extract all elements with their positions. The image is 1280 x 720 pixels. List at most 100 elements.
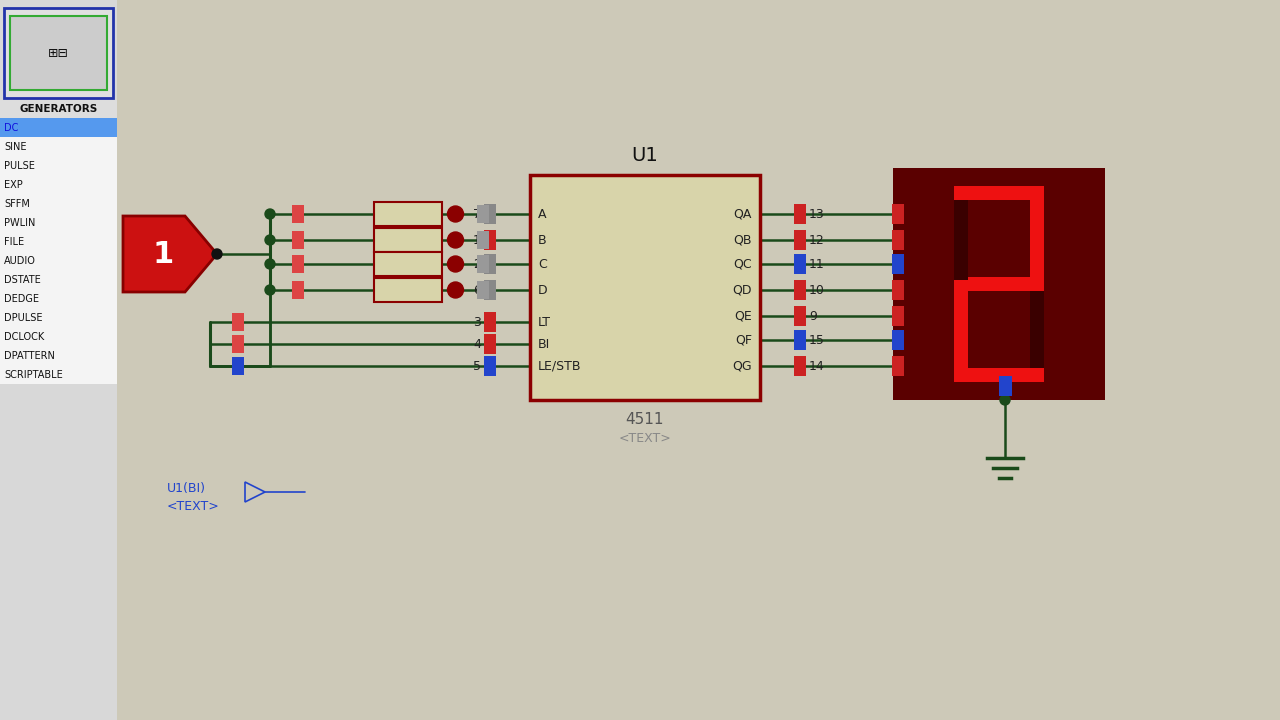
Text: QA: QA <box>733 207 753 220</box>
Text: DCLOCK: DCLOCK <box>4 331 45 341</box>
Text: 4: 4 <box>474 338 481 351</box>
Bar <box>0 251 116 270</box>
Bar <box>232 313 244 331</box>
Bar <box>484 204 497 224</box>
Text: QB: QB <box>733 233 753 246</box>
Bar <box>0 175 116 194</box>
Bar <box>892 330 904 350</box>
Text: 1: 1 <box>152 240 174 269</box>
Bar <box>892 356 904 376</box>
Bar <box>892 230 904 250</box>
Bar <box>0 213 116 232</box>
Text: 11: 11 <box>809 258 824 271</box>
Text: LE/STB: LE/STB <box>538 359 581 372</box>
Text: DPULSE: DPULSE <box>4 312 42 323</box>
Text: QF: QF <box>735 333 753 346</box>
Bar <box>484 334 497 354</box>
Bar <box>292 281 305 299</box>
Text: B: B <box>538 233 547 246</box>
Text: AUDIO: AUDIO <box>4 256 36 266</box>
Bar <box>0 156 116 175</box>
Text: SCRIPTABLE: SCRIPTABLE <box>4 369 63 379</box>
Bar <box>1030 200 1044 280</box>
Circle shape <box>265 235 275 245</box>
Text: SINE: SINE <box>4 142 27 151</box>
Text: 7: 7 <box>474 207 481 220</box>
Bar <box>4 8 113 98</box>
Bar <box>794 330 806 350</box>
Text: 10: 10 <box>809 284 824 297</box>
Text: DEDGE: DEDGE <box>4 294 38 304</box>
Bar <box>292 255 305 273</box>
Bar <box>794 204 806 224</box>
Text: QG: QG <box>732 359 753 372</box>
Bar <box>998 376 1012 396</box>
Bar <box>374 202 442 226</box>
Text: PULSE: PULSE <box>4 161 35 171</box>
Bar <box>0 346 116 365</box>
Bar <box>0 118 116 137</box>
Polygon shape <box>123 216 218 292</box>
Bar <box>484 312 497 332</box>
Text: D: D <box>538 284 548 297</box>
Text: 4511: 4511 <box>626 412 664 427</box>
Bar <box>0 232 116 251</box>
Text: DSTATE: DSTATE <box>4 274 41 284</box>
Bar <box>374 278 442 302</box>
Bar <box>484 280 497 300</box>
Bar <box>794 230 806 250</box>
Bar <box>893 168 1105 400</box>
Bar <box>0 194 116 213</box>
Bar <box>484 356 497 376</box>
Bar <box>232 357 244 375</box>
Text: <TEXT>: <TEXT> <box>618 432 672 445</box>
Bar <box>954 277 1044 291</box>
Text: SFFM: SFFM <box>4 199 29 209</box>
Bar <box>0 137 116 156</box>
Text: 13: 13 <box>809 207 824 220</box>
Circle shape <box>448 256 463 272</box>
Bar <box>954 186 1044 200</box>
Text: EXP: EXP <box>4 179 23 189</box>
Text: U1(BI): U1(BI) <box>166 482 206 495</box>
Bar <box>0 0 116 720</box>
Text: 3: 3 <box>474 315 481 328</box>
Bar <box>954 200 968 280</box>
Text: BI: BI <box>538 338 550 351</box>
Bar <box>794 356 806 376</box>
Bar <box>0 327 116 346</box>
Circle shape <box>265 259 275 269</box>
Text: DC: DC <box>4 122 18 132</box>
Bar <box>477 205 489 223</box>
Text: C: C <box>538 258 547 271</box>
Bar <box>477 281 489 299</box>
Text: U1: U1 <box>631 146 658 165</box>
Text: DPATTERN: DPATTERN <box>4 351 55 361</box>
Bar <box>292 205 305 223</box>
Text: 1: 1 <box>474 233 481 246</box>
Bar <box>10 16 108 90</box>
Bar <box>1030 288 1044 368</box>
Text: 9: 9 <box>809 310 817 323</box>
Polygon shape <box>244 482 265 502</box>
Circle shape <box>448 206 463 222</box>
Bar <box>0 270 116 289</box>
Text: 5: 5 <box>474 359 481 372</box>
Circle shape <box>448 282 463 298</box>
Bar <box>892 306 904 326</box>
Text: 6: 6 <box>474 284 481 297</box>
Text: 2: 2 <box>474 258 481 271</box>
Bar <box>374 228 442 252</box>
Text: 14: 14 <box>809 359 824 372</box>
Bar <box>954 288 968 368</box>
Bar <box>892 254 904 274</box>
Text: A: A <box>538 207 547 220</box>
Bar <box>892 204 904 224</box>
Bar <box>0 308 116 327</box>
Bar <box>794 280 806 300</box>
Circle shape <box>448 232 463 248</box>
Bar <box>232 335 244 353</box>
Bar <box>477 255 489 273</box>
Bar <box>954 368 1044 382</box>
Bar <box>484 254 497 274</box>
